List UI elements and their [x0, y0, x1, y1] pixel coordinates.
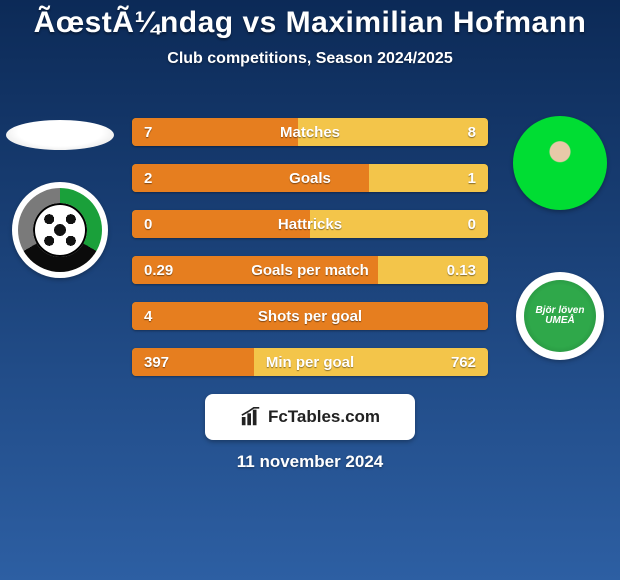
stats-list: 7Matches8 2Goals1 0Hattricks0 0.29Goals per… — [132, 118, 488, 376]
stat-label: Hattricks — [132, 216, 488, 233]
chart-icon — [240, 406, 262, 428]
stat-row: 397Min per goal762 — [132, 348, 488, 376]
subtitle: Club competitions, Season 2024/2025 — [0, 50, 620, 68]
stat-row: 0Hattricks0 — [132, 210, 488, 238]
comparison-card: ÃœstÃ¼ndag vs Maximilian Hofmann Club co… — [0, 0, 620, 580]
stat-label: Min per goal — [132, 354, 488, 371]
stat-value-right: 0 — [468, 216, 488, 233]
player2-club-badge: Björ löven UMEÅ — [516, 272, 604, 360]
stat-row: 0.29Goals per match0.13 — [132, 256, 488, 284]
stat-row: 2Goals1 — [132, 164, 488, 192]
player2-photo — [513, 116, 607, 210]
stat-value-right: 1 — [468, 170, 488, 187]
date-text: 11 november 2024 — [0, 452, 620, 472]
stat-row: 4Shots per goal — [132, 302, 488, 330]
stat-row: 7Matches8 — [132, 118, 488, 146]
left-avatars — [0, 110, 120, 278]
stat-label: Shots per goal — [132, 308, 488, 325]
stat-label: Goals — [132, 170, 488, 187]
brand-text: FcTables.com — [268, 407, 380, 427]
player2-club-text: Björ löven UMEÅ — [524, 280, 596, 352]
stat-label: Matches — [132, 124, 488, 141]
right-avatars: Björ löven UMEÅ — [500, 110, 620, 360]
stat-value-right: 8 — [468, 124, 488, 141]
stat-label: Goals per match — [132, 262, 488, 279]
stat-value-right: 762 — [451, 354, 488, 371]
page-title: ÃœstÃ¼ndag vs Maximilian Hofmann — [0, 0, 620, 40]
stat-value-right: 0.13 — [447, 262, 488, 279]
player1-photo — [6, 120, 114, 150]
brand-badge[interactable]: FcTables.com — [205, 394, 415, 440]
player1-club-badge — [12, 182, 108, 278]
